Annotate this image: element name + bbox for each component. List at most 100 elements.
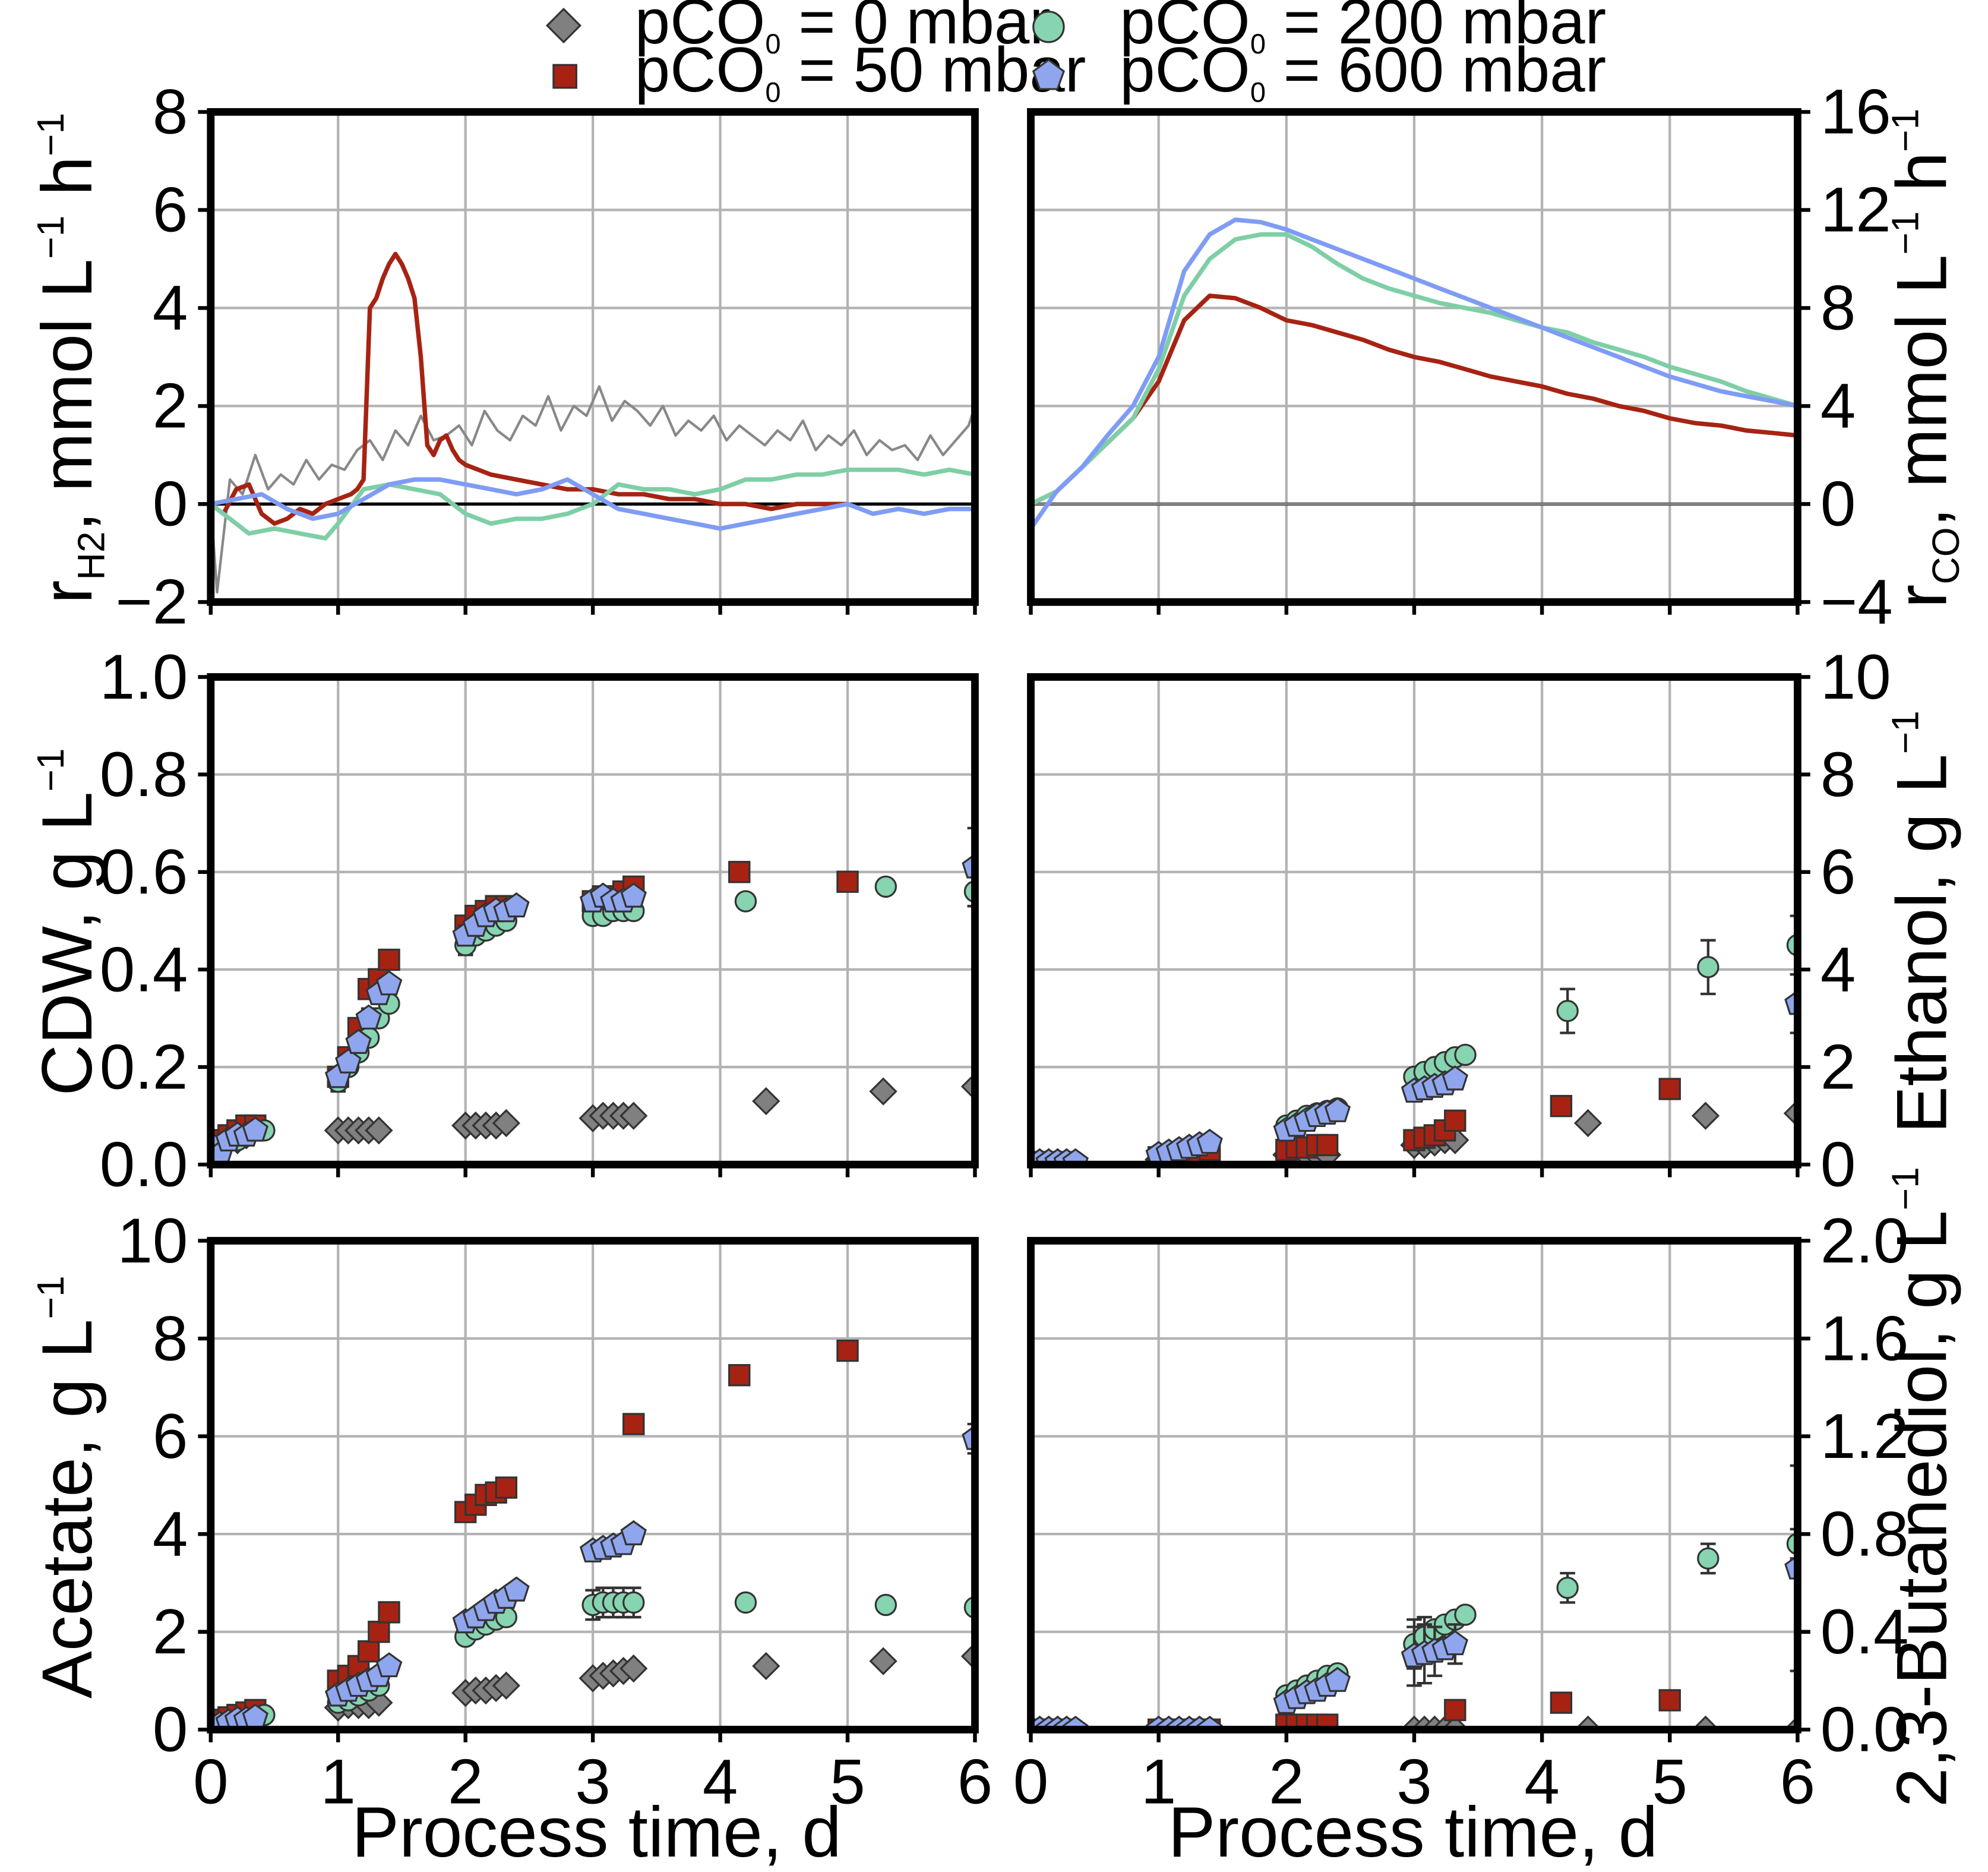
legend-marker-0mbar [545,8,582,44]
butanediol-xtick-label-3: 3 [1396,1745,1431,1817]
legend-marker-600mbar [1032,58,1065,90]
butanediol-ytick-label-4: 1.6 [1821,1302,1909,1374]
ethanol-point-2-23 [1556,999,1579,1022]
ethanol-point-2-22 [1454,1043,1477,1066]
rco-series-line-1 [1031,293,1798,506]
ethanol-point-0-20 [1573,1109,1603,1138]
rh2-series-line-0 [210,385,975,594]
ethanol-ytick-label-0: 0 [1821,1129,1856,1200]
cdw-ytick-label-5: 1.0 [100,641,188,712]
butanediol-point-2-22 [1454,1603,1477,1626]
panel-acetate: 0 2 4 6 8 10 0 1 2 3 4 5 6 [117,1205,993,1817]
ylabel-r-h2: rH2, mmol L−1 h−1 [28,113,112,604]
ylabel-acetate: Acetate, g L−1 [28,1276,107,1699]
cdw-point-3-5 [242,1116,268,1142]
cdw-ytick-label-0: 0.0 [100,1129,188,1200]
x-axis-label-right: Process time, d [1168,1793,1658,1872]
cdw-point-0-21 [869,1077,897,1106]
rco-ytick-label-5: 16 [1821,76,1891,147]
rh2-series-line-1 [210,251,848,526]
acetate-point-0-20 [752,1652,780,1680]
rco-ytick-label-4: 12 [1821,174,1891,245]
rco-ytick-label-0: −4 [1821,566,1893,637]
ethanol-point-3-17 [1324,1097,1351,1122]
acetate-ytick-label-4: 8 [153,1302,188,1374]
butanediol-ytick-label-3: 1.2 [1821,1400,1909,1472]
acetate-xtick-label-2: 2 [448,1745,483,1817]
butanediol-point-1-17 [1550,1691,1573,1714]
butanediol-point-1-16 [1444,1699,1466,1722]
cdw-point-3-9 [355,1004,382,1030]
acetate-point-1-17 [622,1413,645,1435]
cdw-ytick-label-3: 0.6 [100,836,188,907]
rco-series-line-3 [1031,217,1798,530]
acetate-point-3-17 [503,1576,530,1602]
ylabel-butanediol: 2,3-Butanediol, g L−1 [1882,1167,1961,1807]
ethanol-ytick-label-1: 2 [1821,1031,1856,1102]
panel-r-h2: −2 0 2 4 6 8 [115,76,979,637]
legend-label-600mbar: pCO0 = 600 mbar [1120,34,1606,108]
butanediol-xtick-label-0: 0 [1013,1745,1048,1817]
butanediol-point-1-18 [1658,1689,1681,1712]
rh2-ytick-label-0: −2 [115,566,188,637]
ethanol-ytick-label-4: 8 [1821,738,1856,810]
acetate-point-1-19 [836,1339,859,1362]
butanediol-xtick-label-1: 1 [1141,1745,1176,1817]
rco-series-line-2 [1031,232,1798,506]
acetate-point-2-22 [874,1593,897,1617]
legend: pCO0 = 0 mbar pCO0 = 50 mbar pCO0 = 200 … [545,0,1606,108]
acetate-ytick-label-2: 4 [153,1498,188,1569]
acetate-point-1-10 [368,1621,390,1643]
acetate-point-0-21 [869,1647,897,1675]
ethanol-ytick-label-2: 4 [1821,933,1856,1005]
acetate-point-0-14 [492,1671,520,1700]
panel-butanediol: 0.0 0.4 0.8 1.2 1.6 2.0 0 1 2 3 4 5 6 [1013,1205,1909,1817]
rh2-ytick-label-4: 6 [153,174,188,245]
cdw-point-2-23 [874,875,897,898]
rco-ytick-label-1: 0 [1821,468,1856,539]
ethanol-point-3-22 [1442,1065,1468,1091]
butanediol-xtick-label-5: 5 [1652,1745,1687,1817]
rh2-series-line-2 [210,467,975,541]
rco-ytick-label-2: 4 [1821,370,1856,441]
cdw-ytick-label-4: 0.8 [100,738,188,810]
butanediol-ytick-label-5: 2.0 [1821,1205,1909,1276]
acetate-xtick-label-6: 6 [957,1745,993,1817]
acetate-ytick-label-5: 10 [117,1205,188,1276]
butanediol-ytick-label-1: 0.4 [1821,1596,1909,1667]
cdw-point-1-22 [728,861,751,883]
butanediol-ytick-label-0: 0.0 [1821,1694,1909,1765]
acetate-ytick-label-3: 6 [153,1400,188,1472]
rh2-ytick-label-5: 8 [153,76,188,147]
acetate-xtick-label-1: 1 [321,1745,356,1817]
cdw-point-2-22 [734,890,757,913]
acetate-point-1-16 [495,1476,517,1499]
cdw-point-3-8 [345,1028,372,1054]
cdw-point-0-14 [492,1109,520,1138]
cdw-point-0-9 [365,1116,393,1145]
legend-label-200mbar: pCO0 = 200 mbar [1120,0,1606,59]
ylabel-cdw: CDW, g L−1 [28,748,107,1096]
butanediol-point-3-22 [1442,1630,1468,1656]
ethanol-point-1-20 [1444,1109,1466,1132]
acetate-point-1-9 [357,1640,380,1663]
butanediol-point-3-17 [1324,1666,1351,1692]
cdw-point-0-20 [752,1087,780,1116]
rh2-ytick-label-1: 0 [153,468,188,539]
acetate-ytick-label-0: 0 [153,1694,188,1765]
legend-label-50mbar: pCO0 = 50 mbar [635,34,1086,108]
butanediol-xtick-label-2: 2 [1269,1745,1304,1817]
butanediol-xtick-label-4: 4 [1524,1745,1559,1817]
cdw-point-1-23 [836,870,859,893]
rh2-ytick-label-3: 4 [153,272,188,343]
ylabel-r-co: rCO, mmol L−1 h−1 [1882,109,1967,608]
ethanol-point-0-21 [1691,1101,1720,1130]
acetate-point-1-18 [728,1364,751,1387]
rh2-series-line-3 [210,477,975,531]
ethanol-ytick-label-3: 6 [1821,836,1856,907]
butanediol-point-2-23 [1556,1576,1579,1599]
cdw-point-0-19 [620,1101,648,1130]
panel-ethanol: 0 2 4 6 8 10 [1027,641,1891,1200]
